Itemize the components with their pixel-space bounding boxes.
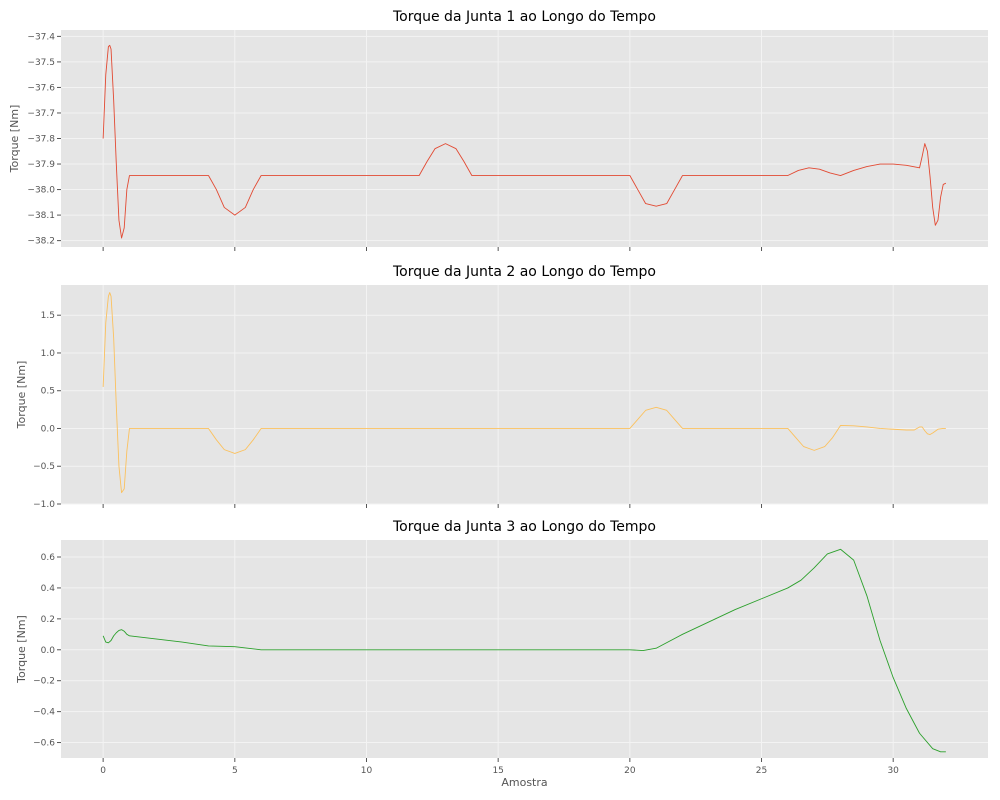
y-tick-label: −38.0	[27, 186, 55, 196]
y-tick-label: 0.2	[41, 615, 55, 625]
y-tick-label: −38.2	[27, 237, 55, 247]
y-axis-label-3: Torque [Nm]	[15, 615, 28, 684]
panel-3: 0 5 10 15 20 25 30 0.6 0.4 0.2 0.0 −0.2 −0.4 −0.6 Tor…	[15, 519, 988, 776]
y-tick-label: 0.4	[41, 584, 56, 594]
x-tick-label: 25	[756, 766, 767, 776]
y-tick-label: −37.7	[27, 109, 55, 119]
x-axis-label: Amostra	[501, 776, 547, 789]
series-group-3	[102, 548, 946, 753]
y-tick-label: −37.4	[27, 32, 55, 42]
series-line	[102, 44, 947, 239]
chart-title-1: Torque da Junta 1 ao Longo do Tempo	[392, 9, 656, 25]
panel-1: −37.4 −37.5 −37.6 −37.7 −37.8 −37.9 −38.0 −38.1…	[8, 9, 988, 251]
y-tick-label: −0.6	[33, 739, 55, 749]
x-tick-label: 5	[232, 766, 238, 776]
y-tick-label: −37.8	[27, 135, 55, 145]
y-tick-label: −0.2	[33, 677, 55, 687]
series-line	[102, 548, 946, 753]
ticks-1: −37.4 −37.5 −37.6 −37.7 −37.8 −37.9 −38.0 −38.1…	[27, 32, 894, 251]
y-tick-label: 0.5	[41, 387, 55, 397]
y-tick-label: 0.0	[41, 424, 56, 434]
series-group-2	[102, 292, 946, 494]
grid-3	[61, 540, 988, 758]
series-group-1	[102, 44, 947, 239]
chart-title-3: Torque da Junta 3 ao Longo do Tempo	[392, 519, 656, 535]
y-tick-label: −0.4	[33, 708, 55, 718]
plot-area-3	[61, 540, 988, 758]
y-tick-label: −37.5	[27, 58, 55, 68]
ticks-3: 0 5 10 15 20 25 30 0.6 0.4 0.2 0.0 −0.2 −0.4 −0.6	[33, 553, 899, 776]
y-tick-label: 0.6	[41, 553, 56, 563]
y-tick-label: 0.0	[41, 646, 56, 656]
y-tick-label: 1.5	[41, 311, 55, 321]
ticks-2: 1.5 1.0 0.5 0.0 −0.5 −1.0	[33, 311, 894, 510]
chart-title-2: Torque da Junta 2 ao Longo do Tempo	[392, 264, 656, 280]
y-tick-label: −38.1	[27, 211, 55, 221]
y-axis-label-2: Torque [Nm]	[15, 361, 28, 430]
panel-2: 1.5 1.0 0.5 0.0 −0.5 −1.0 Torque da Junta 2 a…	[15, 264, 988, 510]
y-tick-label: −1.0	[33, 500, 55, 510]
series-line	[102, 292, 946, 494]
x-tick-label: 15	[492, 766, 503, 776]
x-tick-label: 10	[361, 766, 373, 776]
y-axis-label-1: Torque [Nm]	[8, 105, 21, 174]
x-tick-label: 30	[887, 766, 899, 776]
x-tick-label: 0	[100, 766, 106, 776]
x-tick-label: 20	[624, 766, 636, 776]
y-tick-label: −37.9	[27, 160, 55, 170]
plot-area-2	[61, 285, 988, 504]
grid-1	[61, 30, 988, 247]
y-tick-label: −37.6	[27, 83, 55, 93]
y-tick-label: −0.5	[33, 462, 55, 472]
y-tick-label: 1.0	[41, 349, 56, 359]
